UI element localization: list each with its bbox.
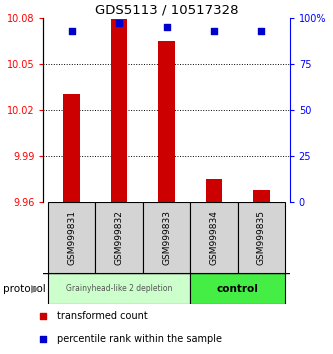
Point	[69, 28, 74, 33]
Bar	[253, 189, 270, 202]
Point	[164, 24, 169, 30]
Text: percentile rank within the sample: percentile rank within the sample	[57, 334, 221, 344]
Point	[211, 28, 216, 33]
Text: ▶: ▶	[31, 284, 40, 293]
Bar	[96, 202, 143, 273]
Bar	[63, 95, 80, 202]
Text: GSM999835: GSM999835	[257, 210, 266, 265]
Text: transformed count: transformed count	[57, 311, 148, 321]
Title: GDS5113 / 10517328: GDS5113 / 10517328	[95, 4, 238, 17]
Text: control: control	[217, 284, 258, 293]
Bar	[48, 202, 96, 273]
Text: protocol: protocol	[3, 284, 46, 293]
Bar	[111, 19, 128, 202]
Bar	[237, 202, 285, 273]
Point	[41, 313, 46, 319]
Bar	[205, 179, 222, 202]
Text: GSM999834: GSM999834	[209, 210, 218, 265]
Point	[41, 336, 46, 342]
Text: GSM999832: GSM999832	[115, 210, 124, 265]
Point	[259, 28, 264, 33]
Text: GSM999833: GSM999833	[162, 210, 171, 265]
Bar	[190, 202, 237, 273]
Point	[117, 21, 122, 26]
Text: Grainyhead-like 2 depletion: Grainyhead-like 2 depletion	[66, 284, 172, 293]
Bar	[48, 273, 190, 304]
Bar	[158, 41, 175, 202]
Bar	[190, 273, 285, 304]
Bar	[143, 202, 190, 273]
Text: GSM999831: GSM999831	[67, 210, 76, 265]
